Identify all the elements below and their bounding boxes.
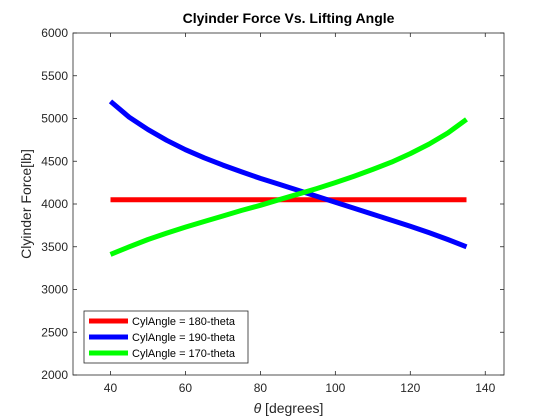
x-axis-label-symbol: θ — [254, 400, 262, 416]
series-layer — [108, 99, 468, 257]
series-line-2 — [108, 99, 468, 250]
y-axis-label: Clyinder Force[lb] — [18, 149, 34, 259]
x-axis-label: θ [degrees] — [254, 400, 324, 416]
y-tick-label: 4500 — [41, 154, 68, 168]
x-tick-label: 140 — [475, 381, 495, 395]
y-tick-label: 2000 — [41, 368, 68, 382]
y-tick-label: 4000 — [41, 197, 68, 211]
legend: CylAngle = 180-theta CylAngle = 190-theta… — [83, 310, 249, 364]
x-axis: 40 60 80 100 120 140 — [104, 33, 496, 395]
y-tick-label: 5000 — [41, 112, 68, 126]
y-tick-label: 3000 — [41, 283, 68, 297]
y-tick-label: 5500 — [41, 69, 68, 83]
y-tick-label: 6000 — [41, 26, 68, 40]
x-tick-label: 120 — [400, 381, 420, 395]
legend-label-3: CylAngle = 170-theta — [132, 348, 236, 360]
legend-label-1: CylAngle = 180-theta — [132, 316, 236, 328]
y-tick-label: 2500 — [41, 325, 68, 339]
x-tick-label: 40 — [104, 381, 118, 395]
x-tick-label: 60 — [179, 381, 193, 395]
x-tick-label: 80 — [254, 381, 268, 395]
chart-title: Clyinder Force Vs. Lifting Angle — [183, 10, 395, 26]
y-axis: 2000 2500 3000 3500 4000 4500 5000 5500 6000 — [41, 26, 504, 382]
series-line-3 — [109, 117, 468, 257]
x-tick-label: 100 — [325, 381, 345, 395]
legend-label-2: CylAngle = 190-theta — [132, 332, 236, 344]
y-tick-label: 3500 — [41, 240, 68, 254]
x-axis-label-text: [degrees] — [261, 400, 323, 416]
